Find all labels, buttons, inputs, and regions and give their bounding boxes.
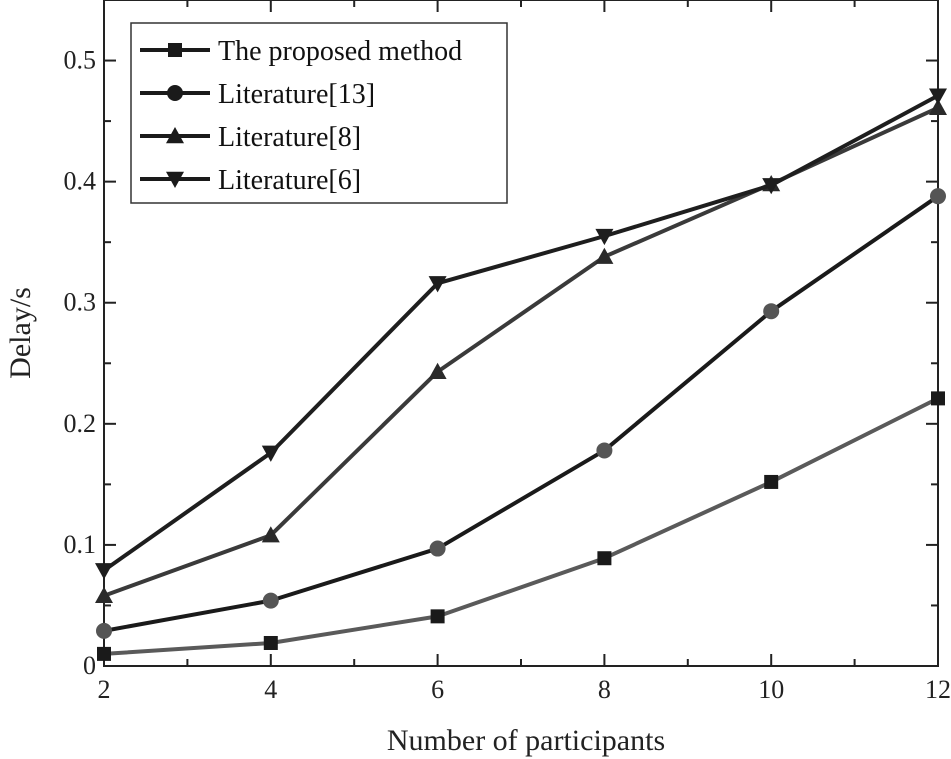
data-point: [764, 474, 779, 489]
legend-marker: [168, 43, 182, 57]
legend-label: The proposed method: [218, 36, 462, 67]
series-line: [102, 93, 939, 572]
data-point: [428, 362, 447, 379]
y-tick-label: 0.5: [64, 46, 97, 75]
data-point: [430, 609, 445, 624]
legend-marker: [166, 127, 184, 144]
y-axis-ticks: 0 0.1 0.2 0.3 0.4 0.5: [64, 0, 938, 680]
x-tick-label: 10: [758, 675, 784, 704]
y-axis-label: Delay/s: [4, 287, 37, 379]
data-point: [95, 586, 113, 603]
data-point: [95, 563, 113, 580]
data-point: [261, 526, 280, 543]
x-tick-label: 6: [431, 675, 444, 704]
series-1: [97, 391, 945, 661]
series-line: [103, 194, 940, 633]
data-point: [97, 646, 111, 661]
series-layer: [95, 88, 947, 661]
data-point: [929, 88, 947, 105]
data-point: [262, 592, 279, 609]
data-point: [762, 178, 781, 195]
data-point: [930, 188, 946, 205]
legend-label: Literature[8]: [218, 122, 361, 153]
legend-label: Literature[13]: [218, 79, 375, 110]
data-point: [595, 247, 614, 264]
x-tick-label: 12: [925, 675, 951, 704]
data-point: [261, 445, 280, 462]
legend-label: Literature[6]: [218, 165, 361, 196]
data-point: [596, 442, 613, 459]
data-point: [931, 391, 945, 406]
data-point: [595, 228, 614, 246]
x-tick-label: 8: [598, 675, 611, 704]
y-tick-label: 0.1: [64, 530, 97, 559]
data-point: [428, 276, 447, 293]
y-tick-label: 0.3: [64, 288, 97, 317]
legend: The proposed method Literature[13] Literat…: [130, 22, 508, 204]
x-tick-label: 2: [98, 675, 111, 704]
legend-marker: [166, 171, 184, 188]
x-tick-label: 4: [264, 675, 277, 704]
series-line: [103, 396, 939, 656]
legend-box: [130, 22, 508, 204]
data-point: [429, 540, 446, 557]
y-tick-label: 0: [83, 651, 96, 680]
legend-marker: [167, 85, 183, 101]
series-2: [96, 188, 946, 639]
series-4: [95, 88, 947, 580]
y-tick-label: 0.4: [64, 167, 97, 196]
y-tick-label: 0.2: [64, 409, 97, 438]
data-point: [96, 622, 112, 639]
data-point: [597, 551, 612, 566]
data-point: [763, 303, 780, 320]
x-axis-ticks: 2 4 6 8 10 12: [98, 0, 951, 704]
data-point: [263, 635, 278, 650]
x-axis-label: Number of participants: [387, 724, 665, 757]
data-point: [929, 98, 947, 115]
